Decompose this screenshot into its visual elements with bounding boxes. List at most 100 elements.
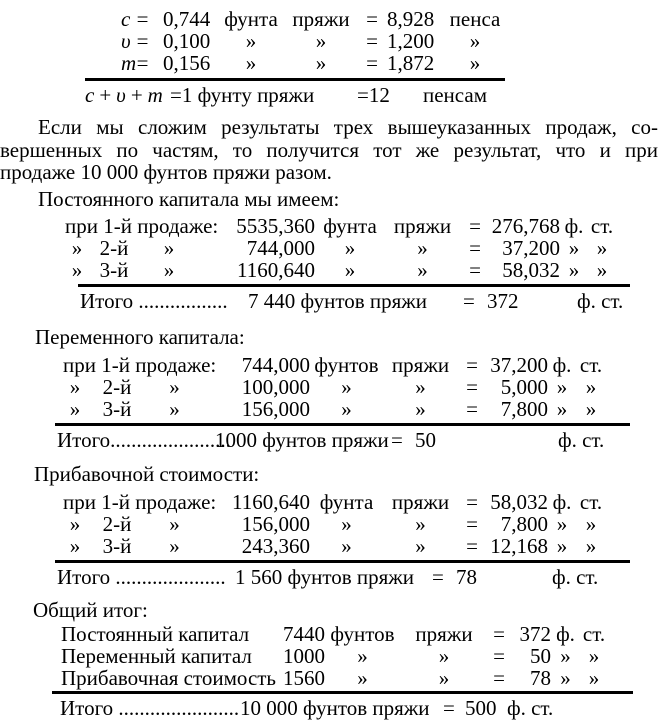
unit-word: пряжи bbox=[415, 621, 473, 646]
equals-sign: = bbox=[136, 7, 149, 31]
value: 37,200 bbox=[490, 352, 548, 377]
value: 12,168 bbox=[490, 533, 548, 558]
ditto-mark: » bbox=[556, 511, 568, 536]
quantity: 7440 bbox=[283, 621, 325, 646]
value: 1,200 bbox=[387, 29, 435, 53]
unit-word: фунта bbox=[323, 213, 377, 238]
quantity: 156,000 bbox=[241, 511, 310, 536]
unit-word: пенса bbox=[449, 7, 501, 31]
total-label: Итого ................. bbox=[80, 288, 228, 313]
unit-word: фунта bbox=[319, 489, 374, 514]
row-label: Постоянный капитал bbox=[61, 621, 250, 646]
ditto-mark: » bbox=[556, 396, 568, 421]
ditto-mark: » bbox=[438, 643, 450, 668]
quantity: 156,000 bbox=[241, 396, 310, 421]
value: 58,032 bbox=[490, 489, 548, 514]
ditto-mark: » bbox=[588, 643, 600, 668]
ditto-mark: » bbox=[585, 374, 597, 399]
formula-table-rows: c = 0,744 фунта пряжи = 8,928 пенса υ = … bbox=[85, 8, 505, 81]
value: 372 bbox=[519, 621, 552, 646]
ditto-mark: » bbox=[417, 235, 428, 260]
table-rows: при 1-й продаже: 1160,640 фунта пряжи = … bbox=[55, 491, 660, 557]
equals-sign: = bbox=[432, 564, 444, 589]
quantity: 1000 bbox=[283, 643, 325, 668]
row-label: » 2-й» bbox=[69, 511, 180, 536]
ditto-mark: » bbox=[341, 511, 352, 536]
formula-var: m bbox=[121, 51, 137, 75]
book-page: { "formula_table": { "rows": [ {"v": "c"… bbox=[0, 8, 666, 725]
heading-surplus-value: Прибавочной стоимости: bbox=[34, 461, 260, 486]
total-value: 372 bbox=[487, 288, 519, 313]
ditto-mark: » bbox=[415, 396, 426, 421]
equals-sign: = bbox=[493, 665, 505, 690]
table-rows: при 1-й продаже: 744,000 фунтов пряжи = … bbox=[55, 354, 660, 420]
quantity: 0,156 bbox=[163, 51, 211, 75]
equals-sign: = bbox=[463, 288, 475, 313]
formula-table: c = 0,744 фунта пряжи = 8,928 пенса υ = … bbox=[85, 8, 505, 107]
ditto-mark: » bbox=[596, 235, 608, 260]
row-label: » 3-й» bbox=[69, 533, 180, 558]
equals-sign: = bbox=[469, 235, 481, 260]
row-label: Переменный капитал bbox=[61, 643, 252, 668]
equals-sign: = bbox=[493, 621, 505, 646]
total-row: Итого ....................... 10 000 фун… bbox=[55, 697, 660, 720]
equals-sign: = bbox=[493, 643, 505, 668]
equals-sign: = bbox=[366, 29, 378, 53]
row-label: при 1-й продаже: bbox=[63, 352, 217, 377]
total-quantity: 1000 фунтов пряжи bbox=[215, 427, 389, 452]
ditto-mark: » bbox=[357, 665, 368, 690]
formula-total-row: c + υ + m =1 фунту пряжи =12 пенсам bbox=[85, 84, 505, 107]
value: 78 bbox=[530, 665, 551, 690]
unit-word: фунтов bbox=[330, 621, 395, 646]
total-quantity: 10 000 фунтов пряжи bbox=[240, 695, 430, 720]
paragraph-line: вершенных по частям, то получится тот же… bbox=[0, 137, 658, 162]
row-label: » 3-й» bbox=[71, 257, 175, 282]
equals-sign: = bbox=[466, 533, 478, 558]
equals-sign: = bbox=[466, 511, 478, 536]
unit-word: ф. bbox=[556, 621, 575, 646]
total-label: Итого....................... bbox=[57, 427, 231, 452]
unit-word: пряжи bbox=[391, 352, 450, 377]
quantity: 0,744 bbox=[163, 7, 211, 31]
ditto-mark: » bbox=[560, 643, 571, 668]
heading-variable-capital: Переменного капитала: bbox=[35, 324, 245, 349]
formula-total-mid: =1 фунту пряжи bbox=[170, 83, 315, 107]
total-row: Итого....................... 1000 фунтов… bbox=[55, 429, 660, 452]
total-unit: ф. ст. bbox=[577, 288, 624, 313]
ditto-mark: » bbox=[415, 511, 426, 536]
total-label: Итого ..................... bbox=[57, 564, 226, 589]
ditto-mark: » bbox=[568, 235, 580, 260]
unit-word: пряжи bbox=[292, 7, 350, 31]
row-label: » 2-й» bbox=[69, 374, 180, 399]
equals-sign: = bbox=[469, 213, 481, 238]
ditto-mark: » bbox=[556, 374, 568, 399]
ditto-mark: » bbox=[357, 643, 368, 668]
total-value: 50 bbox=[415, 427, 436, 452]
quantity: 744,000 bbox=[246, 235, 315, 260]
equals-sign: = bbox=[391, 427, 403, 452]
equals-sign: = bbox=[136, 51, 149, 75]
total-row: Итого ..................... 1 560 фунтов… bbox=[55, 566, 660, 589]
value: 7,800 bbox=[500, 511, 548, 536]
row-label: Прибавочная стоимость bbox=[61, 665, 277, 690]
formula-total-sum: c + υ + m bbox=[85, 83, 163, 107]
unit-word: фунта bbox=[224, 7, 278, 31]
ditto-mark: » bbox=[415, 533, 426, 558]
heading-grand-total: Общий итог: bbox=[33, 597, 148, 622]
equals-sign: = bbox=[466, 396, 478, 421]
quantity: 0,100 bbox=[163, 29, 211, 53]
ditto-mark: » bbox=[417, 257, 428, 282]
unit-word: ст. bbox=[579, 352, 603, 377]
value: 50 bbox=[530, 643, 551, 668]
table-rows: при 1-й продаже: 5535,360 фунта пряжи = … bbox=[64, 215, 664, 281]
quantity: 100,000 bbox=[241, 374, 310, 399]
ditto-mark: » bbox=[415, 374, 426, 399]
ditto-mark: » bbox=[469, 29, 481, 53]
grand-total-table: Постоянный капитал 7440 фунтов пряжи = 3… bbox=[52, 621, 660, 720]
total-row: Итого ................. 7 440 фунтов пря… bbox=[64, 290, 664, 313]
ditto-mark: » bbox=[585, 511, 597, 536]
equals-sign: = bbox=[443, 695, 455, 720]
ditto-mark: » bbox=[568, 257, 580, 282]
ditto-mark: » bbox=[245, 51, 257, 75]
row-label: при 1-й продаже: bbox=[63, 489, 217, 514]
